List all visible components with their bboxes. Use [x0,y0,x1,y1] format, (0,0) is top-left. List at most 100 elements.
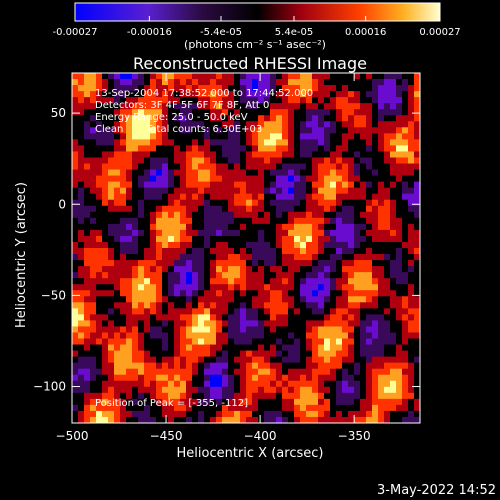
heatmap-cell [372,229,379,237]
heatmap-image [72,73,420,423]
heatmap-cell [162,350,169,358]
heatmap-cell [294,302,301,309]
heatmap-cell [264,205,271,213]
heatmap-cell [162,332,169,340]
heatmap-cell [78,163,85,171]
heatmap-cell [360,386,367,394]
heatmap-cell [240,392,247,400]
heatmap-cell [270,302,277,309]
heatmap-cell [138,163,145,171]
heatmap-cell [282,109,289,116]
heatmap-cell [402,416,409,423]
heatmap-cell [120,181,127,189]
heatmap-cell [270,73,277,80]
heatmap-cell [306,163,313,171]
heatmap-cell [138,284,145,291]
heatmap-cell [258,380,265,388]
heatmap-cell [108,332,115,340]
heatmap-cell [216,223,223,231]
heatmap-cell [240,416,247,423]
heatmap-cell [102,338,109,346]
heatmap-cell [102,308,109,315]
heatmap-cell [72,163,79,171]
heatmap-cell [210,241,217,249]
heatmap-cell [348,109,355,116]
heatmap-cell [276,320,283,328]
heatmap-cell [330,284,337,291]
heatmap-cell [162,223,169,231]
heatmap-cell [294,284,301,291]
heatmap-cell [294,290,301,297]
heatmap-cell [318,410,325,418]
heatmap-cell [120,284,127,291]
heatmap-cell [234,272,241,279]
heatmap-cell [402,151,409,159]
heatmap-cell [264,296,271,303]
heatmap-cell [414,392,420,400]
heatmap-cell [186,175,193,183]
heatmap-cell [138,205,145,213]
heatmap-cell [150,187,157,195]
heatmap-cell [372,109,379,116]
heatmap-cell [240,223,247,231]
heatmap-cell [258,103,265,110]
heatmap-cell [138,362,145,370]
heatmap-cell [90,187,97,195]
heatmap-cell [78,217,85,225]
heatmap-cell [342,133,349,140]
heatmap-cell [396,398,403,406]
heatmap-cell [162,121,169,128]
heatmap-cell [120,416,127,423]
heatmap-cell [348,91,355,98]
heatmap-cell [282,284,289,291]
heatmap-cell [156,151,163,159]
heatmap-cell [216,181,223,189]
heatmap-cell [174,374,181,382]
heatmap-cell [78,235,85,243]
heatmap-cell [150,392,157,400]
heatmap-cell [324,320,331,328]
heatmap-cell [372,151,379,159]
heatmap-cell [312,248,319,255]
heatmap-cell [288,163,295,171]
heatmap-cell [300,181,307,189]
heatmap-cell [216,211,223,219]
heatmap-cell [114,97,121,104]
heatmap-cell [78,157,85,165]
heatmap-cell [282,199,289,207]
heatmap-cell [84,133,91,140]
heatmap-cell [294,254,301,261]
heatmap-cell [318,241,325,249]
heatmap-cell [312,157,319,165]
heatmap-cell [282,187,289,195]
heatmap-cell [120,296,127,303]
heatmap-cell [78,332,85,340]
heatmap-cell [414,127,420,134]
heatmap-cell [72,85,79,92]
heatmap-cell [156,115,163,122]
heatmap-cell [324,169,331,177]
heatmap-cell [288,199,295,207]
heatmap-cell [408,266,415,273]
heatmap-cell [132,241,139,249]
heatmap-cell [150,356,157,364]
heatmap-cell [270,362,277,370]
heatmap-cell [414,380,420,388]
heatmap-cell [306,374,313,382]
heatmap-cell [228,211,235,219]
heatmap-cell [114,109,121,116]
heatmap-cell [252,229,259,237]
heatmap-cell [366,362,373,370]
heatmap-cell [138,193,145,201]
heatmap-cell [186,91,193,98]
heatmap-cell [72,115,79,122]
heatmap-cell [144,241,151,249]
heatmap-cell [174,139,181,147]
heatmap-cell [84,404,91,412]
heatmap-cell [96,338,103,346]
heatmap-cell [234,386,241,394]
heatmap-cell [348,416,355,423]
heatmap-cell [72,368,79,376]
heatmap-cell [384,296,391,303]
heatmap-cell [252,109,259,116]
